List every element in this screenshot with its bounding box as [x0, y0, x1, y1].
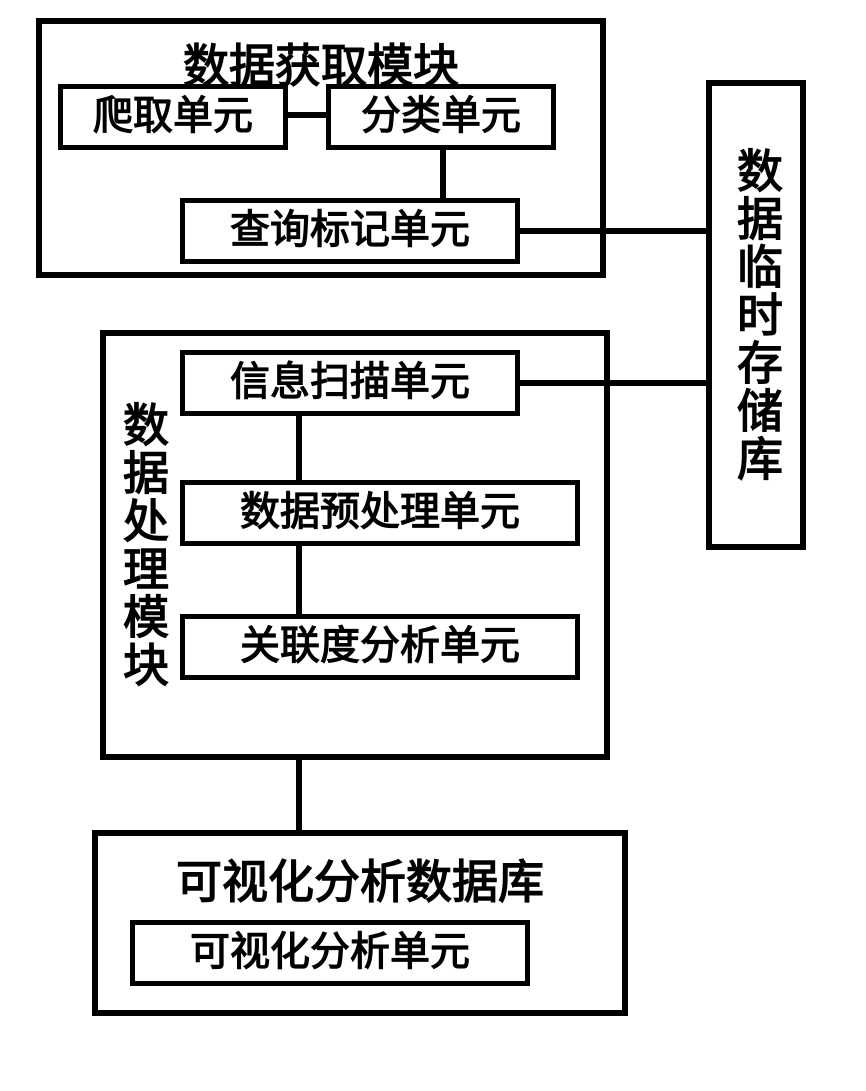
- edge-query-store: [520, 228, 706, 234]
- visualization-analysis-unit: 可视化分析单元: [130, 920, 530, 986]
- edge-scan-store: [520, 380, 706, 386]
- edge-pre-corr: [296, 546, 302, 614]
- edge-mod2-db: [296, 760, 302, 830]
- visualization-db-title: 可视化分析数据库: [98, 846, 622, 912]
- classify-unit: 分类单元: [326, 84, 556, 150]
- correlation-analysis-unit: 关联度分析单元: [180, 614, 580, 680]
- info-scan-unit: 信息扫描单元: [180, 350, 520, 416]
- edge-classify-query: [440, 150, 446, 198]
- query-mark-unit: 查询标记单元: [180, 198, 520, 264]
- crawl-unit: 爬取单元: [58, 84, 288, 150]
- edge-crawl-classify: [288, 112, 326, 118]
- data-preprocess-unit: 数据预处理单元: [180, 480, 580, 546]
- temp-data-store-title: 数据临时存储库: [712, 98, 800, 532]
- data-processing-module-title: 数据处理模块: [114, 356, 170, 734]
- temp-data-store: 数据临时存储库: [706, 80, 806, 550]
- edge-scan-pre: [296, 416, 302, 480]
